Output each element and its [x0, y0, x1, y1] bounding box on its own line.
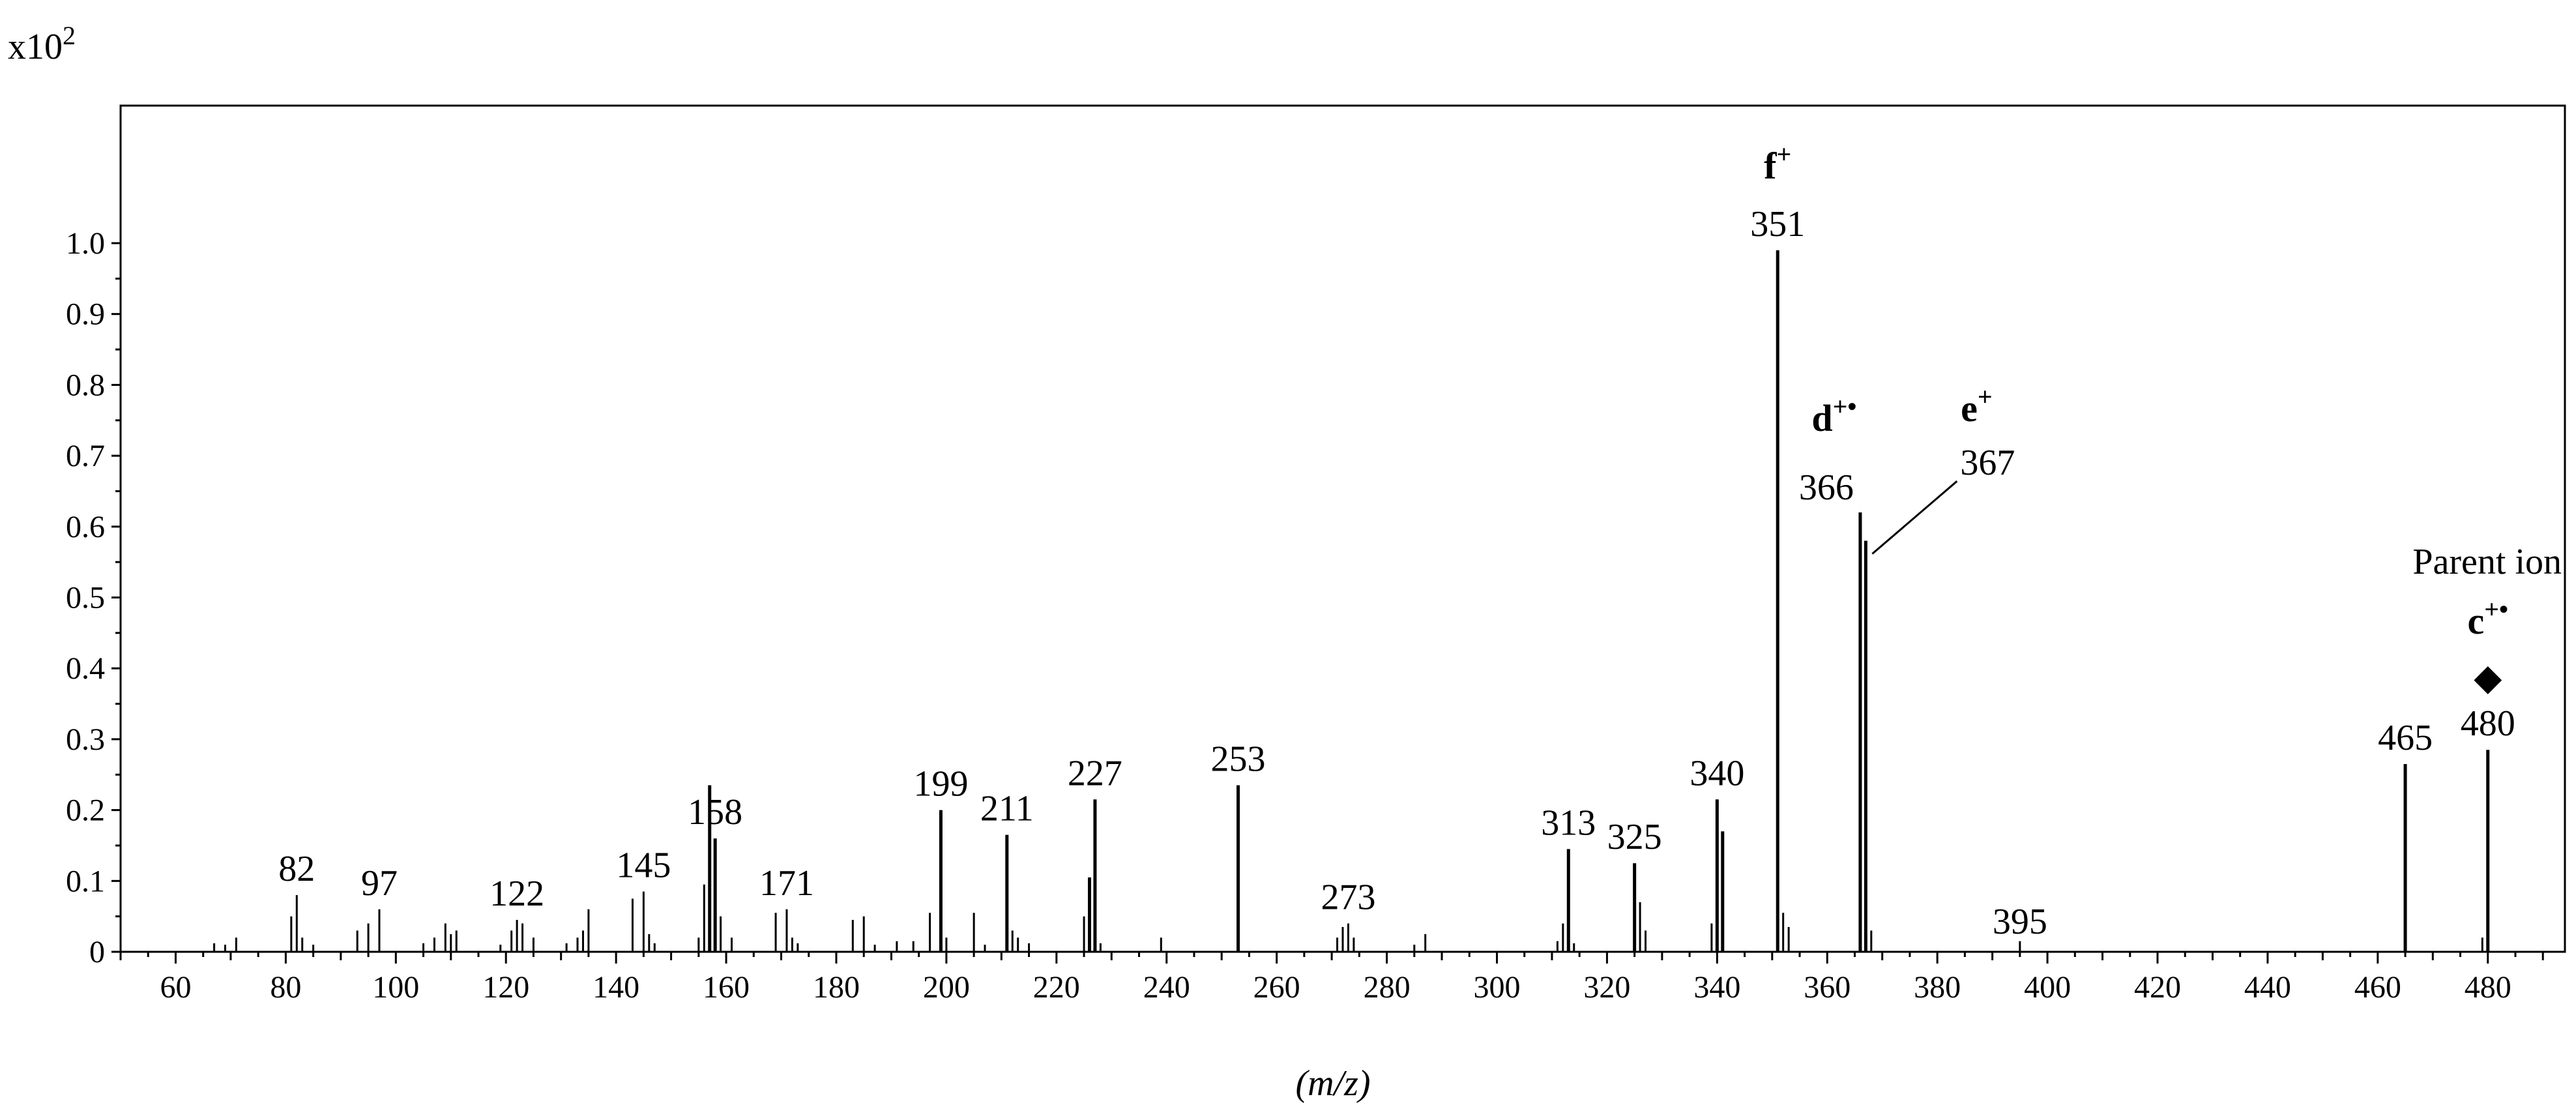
peak-label-199: 199	[913, 764, 968, 804]
x-tick-label: 120	[482, 970, 529, 1005]
x-tick-label: 240	[1143, 970, 1190, 1005]
x-axis-label: (m/z)	[1295, 1063, 1370, 1104]
x-tick-label: 360	[1804, 970, 1851, 1005]
x-tick-label: 140	[593, 970, 639, 1005]
peak-label-395: 395	[1993, 902, 2047, 942]
peak-label-366: 366	[1799, 467, 1854, 508]
ion-label-d: d+•	[1811, 392, 1856, 439]
x-tick-label: 420	[2134, 970, 2181, 1005]
y-tick-label: 0.7	[66, 439, 105, 473]
peak-label-313: 313	[1541, 803, 1596, 843]
peak-label-351: 351	[1750, 204, 1805, 244]
y-tick-label: 0.8	[66, 368, 105, 402]
x-tick-label: 200	[923, 970, 970, 1005]
peak-label-145: 145	[616, 846, 671, 886]
peak-label-227: 227	[1068, 753, 1122, 793]
peak-label-253: 253	[1211, 739, 1266, 780]
peak-label-340: 340	[1690, 753, 1744, 793]
y-tick-label: 0	[89, 935, 105, 969]
x-tick-label: 60	[160, 970, 191, 1005]
x-tick-label: 320	[1583, 970, 1630, 1005]
x-tick-label: 280	[1364, 970, 1411, 1005]
y-tick-label: 0.5	[66, 581, 105, 615]
x-tick-label: 180	[813, 970, 860, 1005]
ion-labels: f+ d+• e+ c+•	[1764, 140, 2508, 642]
label-367-leader-line	[1871, 480, 1958, 555]
x-tick-label: 440	[2244, 970, 2291, 1005]
ion-label-f: f+	[1764, 140, 1791, 187]
x-tick-label: 220	[1033, 970, 1080, 1005]
x-tick-label: 460	[2354, 970, 2401, 1005]
peak-label-122: 122	[490, 874, 544, 914]
x-tick-label: 100	[372, 970, 419, 1005]
y-tick-label: 0.2	[66, 793, 105, 828]
y-axis-ticks: 0 0.1 0.2 0.3 0.4 0.5 0.6 0.7 0.8 0.9 1.0	[66, 222, 122, 969]
x-tick-label: 400	[2024, 970, 2071, 1005]
peak-label-273: 273	[1321, 877, 1375, 918]
peak-label-367: 367	[1960, 443, 2015, 483]
y-tick-label: 0.4	[66, 651, 105, 686]
peak-label-480: 480	[2461, 703, 2515, 744]
peak-label-465: 465	[2378, 718, 2433, 758]
x-tick-label: 340	[1693, 970, 1740, 1005]
y-tick-label: 0.1	[66, 864, 105, 898]
spectrum-peaks	[213, 250, 2490, 952]
peak-label-82: 82	[278, 849, 315, 889]
ion-label-e: e+	[1961, 382, 1993, 430]
peak-label-211: 211	[980, 789, 1034, 829]
peak-label-171: 171	[759, 863, 814, 904]
peak-label-97: 97	[361, 863, 398, 904]
parent-ion-diamond-icon: ◆	[2474, 658, 2502, 698]
y-scale-label: x102	[8, 21, 76, 67]
ion-label-c: c+•	[2467, 595, 2508, 642]
parent-ion-annotation: Parent ion	[2412, 542, 2562, 582]
y-tick-label: 0.9	[66, 297, 105, 332]
x-tick-label: 260	[1253, 970, 1300, 1005]
y-tick-label: 0.6	[66, 510, 105, 544]
x-tick-label: 160	[703, 970, 750, 1005]
x-tick-label: 300	[1473, 970, 1520, 1005]
x-tick-label: 480	[2465, 970, 2511, 1005]
x-tick-label: 80	[270, 970, 301, 1005]
peak-labels: 82 97 122 145 158 171 199 211 227 253 273 313 325 340…	[278, 204, 2515, 942]
y-tick-label: 0.3	[66, 722, 105, 757]
x-axis-ticks: 60 80 100 120 140 160 180 200 220 240 260 280 300 320…	[119, 952, 2544, 1005]
peak-label-158: 158	[688, 792, 742, 833]
peak-label-325: 325	[1607, 817, 1662, 857]
y-tick-label: 1.0	[66, 226, 105, 261]
x-tick-label: 380	[1914, 970, 1961, 1005]
